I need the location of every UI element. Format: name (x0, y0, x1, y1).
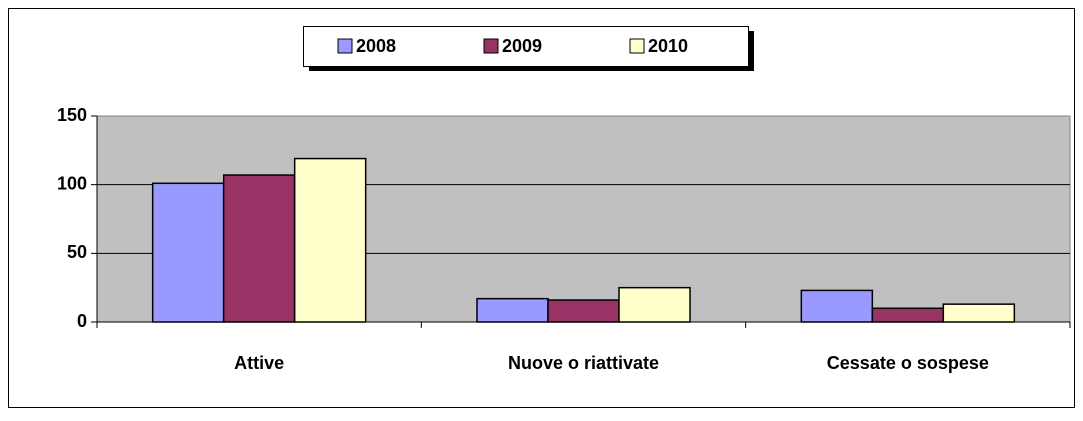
bar (942, 303, 1016, 323)
y-tick-label: 0 (77, 311, 87, 331)
legend-swatch (629, 38, 645, 54)
x-tick-label: Nuove o riattivate (508, 353, 659, 373)
bar (151, 182, 225, 323)
legend-label: 2009 (502, 36, 542, 56)
y-tick-label: 50 (67, 242, 87, 262)
bar (547, 299, 620, 323)
x-tick-label: Cessate o sospese (827, 353, 989, 373)
bar (871, 307, 945, 323)
bar (800, 289, 874, 323)
x-tick-label: Attive (234, 353, 284, 373)
legend-swatch (483, 38, 499, 54)
legend-label: 2008 (356, 36, 396, 56)
y-tick-label: 150 (57, 105, 87, 125)
legend-swatch (337, 38, 353, 54)
bar (293, 157, 367, 323)
y-tick-label: 100 (57, 173, 87, 193)
legend (303, 26, 749, 67)
bar (618, 286, 691, 323)
bar (222, 174, 296, 323)
bar (476, 297, 549, 323)
legend-label: 2010 (648, 36, 688, 56)
